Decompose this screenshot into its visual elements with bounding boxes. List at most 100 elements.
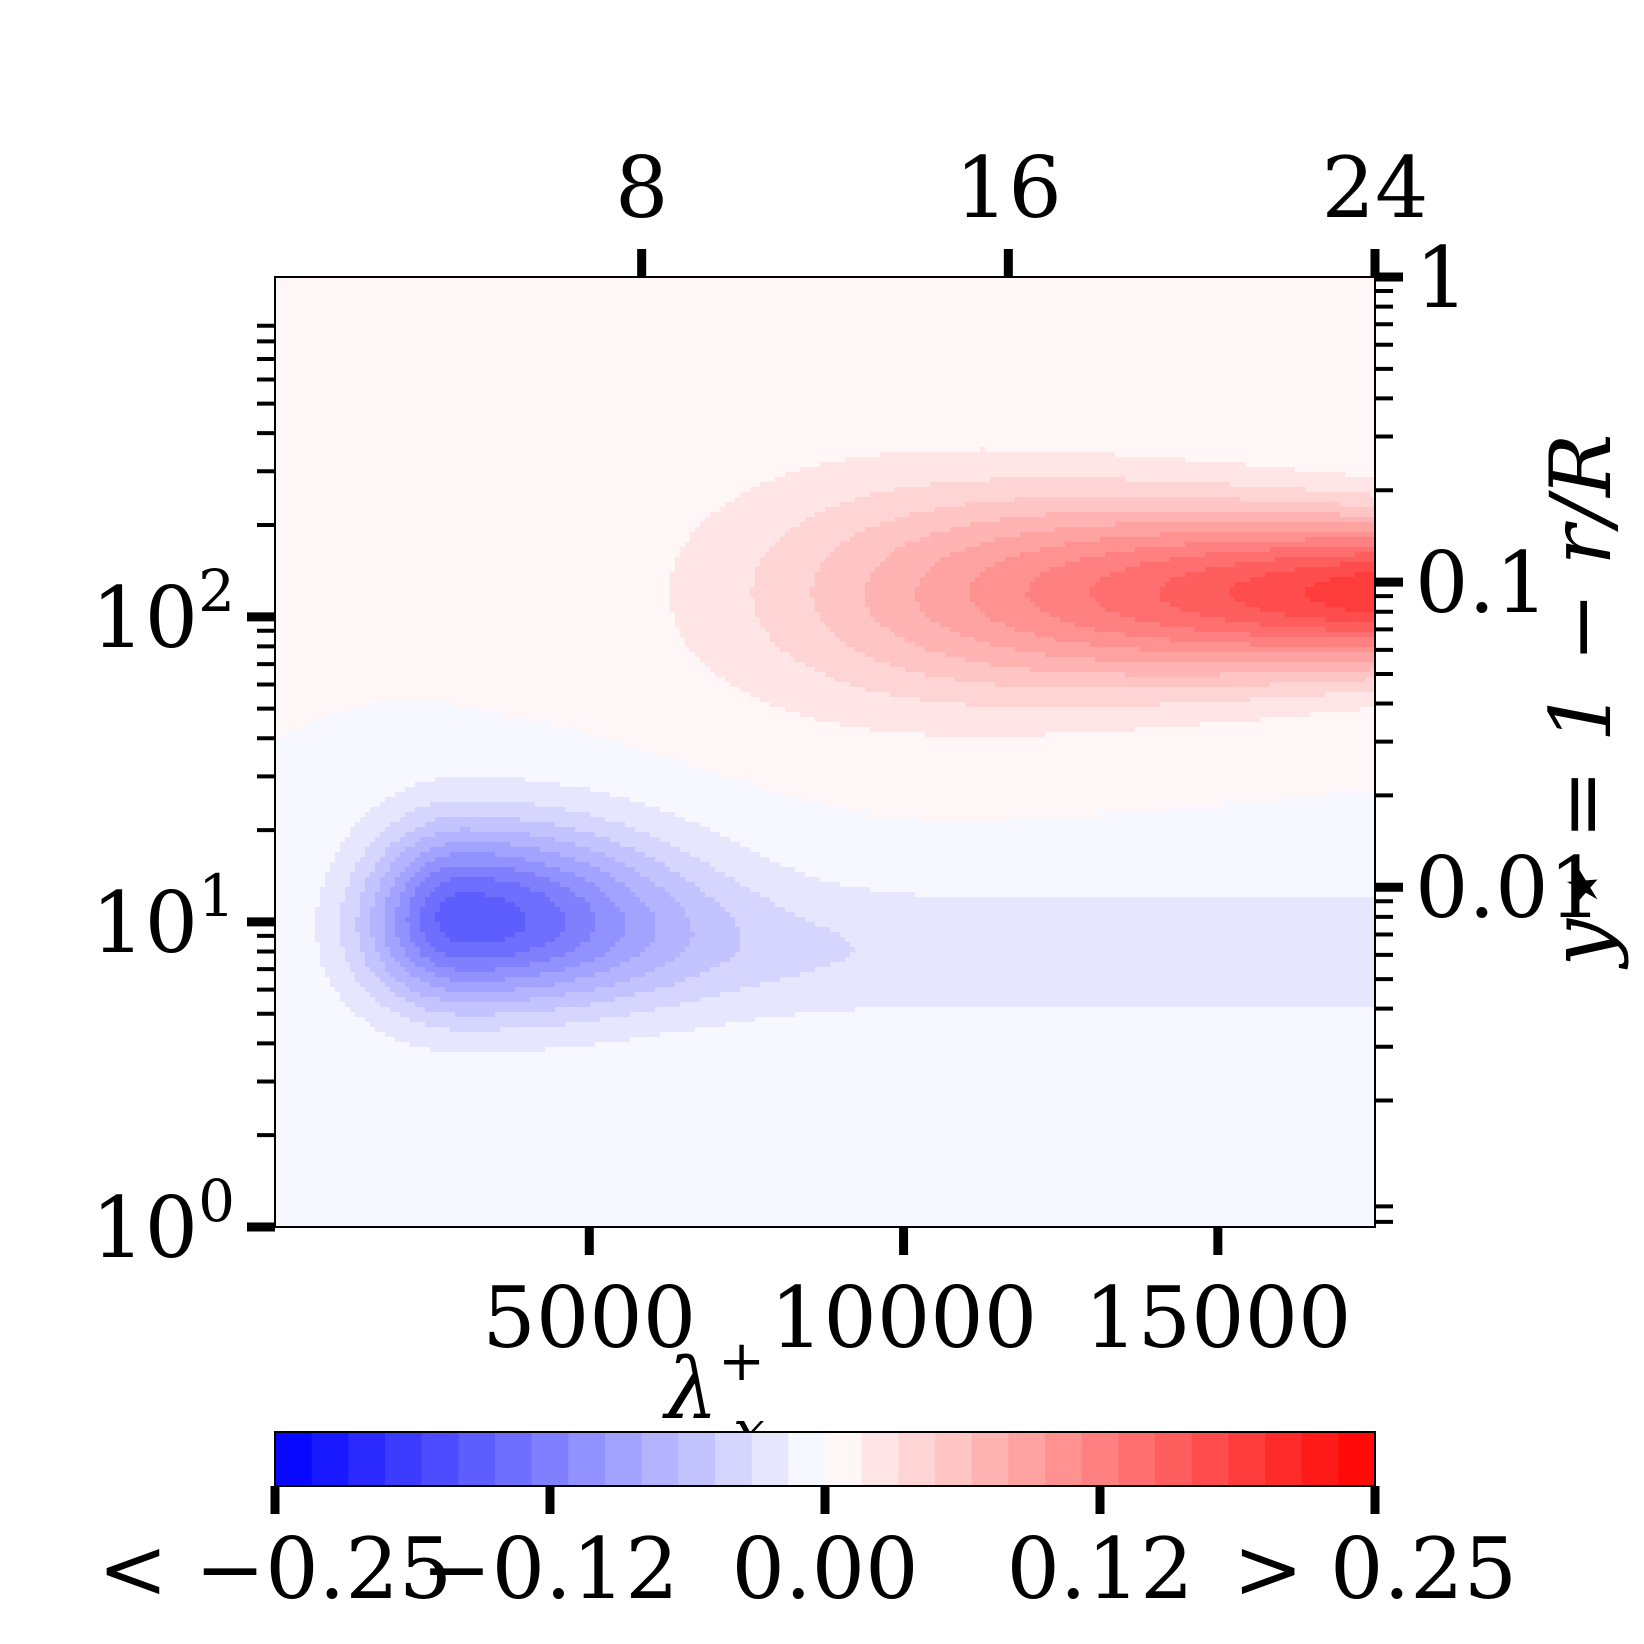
contour-cell bbox=[385, 962, 401, 968]
contour-cell bbox=[495, 967, 566, 973]
contour-cell bbox=[915, 587, 971, 593]
contour-cell bbox=[740, 882, 841, 888]
contour-cell bbox=[705, 892, 761, 898]
contour-cell bbox=[275, 882, 326, 888]
contour-cell bbox=[1200, 612, 1286, 618]
contour-cell bbox=[385, 927, 396, 933]
contour-cell bbox=[275, 1107, 1375, 1113]
contour-cell bbox=[320, 902, 341, 908]
contour-cell bbox=[585, 732, 926, 738]
contour-cell bbox=[425, 1022, 566, 1028]
contour-cell bbox=[715, 897, 771, 903]
contour-cell bbox=[275, 452, 881, 458]
contour-cell bbox=[345, 892, 361, 898]
contour-cell bbox=[1100, 577, 1171, 583]
contour-cell bbox=[415, 892, 431, 898]
contour-cell bbox=[435, 972, 541, 978]
contour-cell bbox=[275, 1142, 1375, 1148]
contour-cell bbox=[835, 547, 896, 553]
contour-cell bbox=[1225, 802, 1375, 808]
colorbar-swatch bbox=[1081, 1432, 1119, 1486]
contour-cell bbox=[275, 492, 741, 498]
contour-cell bbox=[275, 697, 761, 703]
contour-cell bbox=[560, 867, 601, 873]
contour-cell bbox=[690, 917, 736, 923]
contour-cell bbox=[365, 887, 381, 893]
contour-cell bbox=[500, 1027, 696, 1033]
contour-cell bbox=[410, 877, 426, 883]
contour-cell bbox=[635, 827, 711, 833]
contour-cell bbox=[1095, 657, 1375, 663]
contour-cell bbox=[935, 507, 1375, 513]
contour-cell bbox=[350, 1007, 391, 1013]
contour-cell bbox=[350, 882, 366, 888]
contour-cell bbox=[375, 867, 391, 873]
contour-cell bbox=[385, 967, 406, 973]
contour-cell bbox=[275, 537, 691, 543]
contour-cell bbox=[405, 832, 436, 838]
contour-cell bbox=[355, 867, 376, 873]
contour-cell bbox=[1230, 482, 1375, 488]
contour-cell bbox=[455, 1012, 496, 1018]
contour-cell bbox=[620, 937, 656, 943]
contour-cell bbox=[330, 712, 506, 718]
contour-cell bbox=[505, 937, 556, 943]
contour-cell bbox=[355, 1012, 401, 1018]
contour-cell bbox=[395, 957, 411, 963]
contour-cell bbox=[360, 982, 386, 988]
contour-cell bbox=[670, 592, 751, 598]
contour-cell bbox=[1015, 647, 1141, 653]
contour-cell bbox=[780, 537, 851, 543]
contour-cell bbox=[390, 987, 411, 993]
contour-cell bbox=[845, 457, 1186, 463]
contour-cell bbox=[1250, 697, 1375, 703]
contour-cell bbox=[275, 707, 346, 713]
contour-cell bbox=[880, 622, 941, 628]
contour-cell bbox=[365, 847, 386, 853]
contour-cell bbox=[275, 607, 671, 613]
contour-cell bbox=[275, 667, 711, 673]
contour-cell bbox=[1035, 632, 1126, 638]
colorbar-swatch bbox=[1338, 1432, 1376, 1486]
contour-cell bbox=[275, 477, 776, 483]
contour-cell bbox=[315, 932, 341, 938]
contour-cell bbox=[445, 987, 516, 993]
contour-cell bbox=[685, 912, 731, 918]
contour-cell bbox=[985, 567, 1051, 573]
contour-cell bbox=[275, 987, 336, 993]
contour-cell bbox=[340, 992, 371, 998]
contour-cell bbox=[905, 542, 981, 548]
contour-cell bbox=[1200, 722, 1375, 728]
contour-cell bbox=[675, 612, 756, 618]
contour-cell bbox=[275, 837, 346, 843]
contour-cell bbox=[820, 562, 881, 568]
colorbar-swatch bbox=[641, 1432, 679, 1486]
contour-cell bbox=[785, 472, 1346, 478]
colorbar-swatch bbox=[1265, 1432, 1303, 1486]
contour-cell bbox=[1305, 487, 1375, 493]
contour-cell bbox=[1045, 732, 1375, 738]
contour-cell bbox=[395, 922, 411, 928]
contour-cell bbox=[275, 722, 306, 728]
contour-cell bbox=[750, 692, 891, 698]
contour-cell bbox=[355, 977, 381, 983]
contour-cell bbox=[275, 1042, 411, 1048]
contour-cell bbox=[630, 977, 686, 983]
contour-cell bbox=[275, 807, 371, 813]
contour-cell bbox=[855, 947, 1375, 953]
contour-cell bbox=[400, 897, 411, 903]
contour-cell bbox=[750, 592, 811, 598]
contour-cell bbox=[930, 567, 986, 573]
contour-cell bbox=[275, 547, 681, 553]
contour-cell bbox=[350, 872, 371, 878]
contour-cell bbox=[275, 462, 821, 468]
contour-cell bbox=[315, 922, 341, 928]
contour-cell bbox=[1305, 592, 1375, 598]
contour-cell bbox=[1005, 557, 1081, 563]
colorbar-swatch bbox=[1045, 1432, 1083, 1486]
contour-cell bbox=[275, 487, 751, 493]
contour-cell bbox=[670, 892, 706, 898]
contour-cell bbox=[715, 867, 796, 873]
y-tick-label: 101 bbox=[91, 862, 235, 972]
contour-cell bbox=[675, 982, 761, 988]
